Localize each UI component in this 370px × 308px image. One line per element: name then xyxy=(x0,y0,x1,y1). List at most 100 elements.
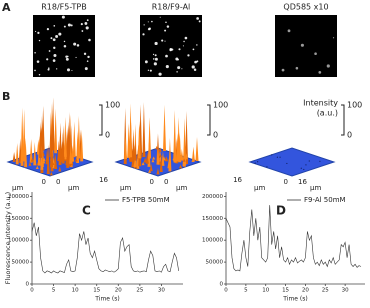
axis-label: 0 xyxy=(42,178,46,186)
scale-label: 100 xyxy=(347,101,362,110)
axes xyxy=(31,192,183,285)
spot xyxy=(48,50,51,52)
peak xyxy=(33,142,37,166)
spot xyxy=(70,24,73,27)
peak xyxy=(143,157,147,163)
spot xyxy=(192,48,195,51)
axis-label: μm xyxy=(12,184,23,192)
peak xyxy=(156,168,160,175)
peak xyxy=(131,155,135,168)
peak xyxy=(74,158,78,162)
speck xyxy=(300,167,302,169)
panel-letter: C xyxy=(82,204,91,218)
axis-label: 0 xyxy=(284,178,288,186)
spot xyxy=(184,36,188,40)
spot xyxy=(63,40,66,43)
scale-label: 100 xyxy=(105,101,120,110)
y-tick-label: 50000 xyxy=(12,260,30,266)
spot xyxy=(154,54,157,57)
spot xyxy=(147,28,151,31)
spot xyxy=(86,60,89,62)
y-tick-label: 0 xyxy=(26,282,30,288)
spot xyxy=(67,23,71,27)
spot xyxy=(161,39,164,42)
spot xyxy=(165,65,169,69)
peak xyxy=(155,145,159,150)
speck xyxy=(276,156,279,158)
spot xyxy=(187,54,190,57)
spot xyxy=(34,52,36,54)
peak xyxy=(45,147,49,165)
speck xyxy=(254,162,256,164)
speck xyxy=(308,160,310,162)
spot xyxy=(55,35,59,38)
peak xyxy=(177,117,181,161)
spot xyxy=(300,43,304,47)
y-tick-label: 100000 xyxy=(8,238,29,244)
image-title: QD585 x10 xyxy=(283,3,328,12)
peak xyxy=(124,134,128,160)
x-axis-label: Time (s) xyxy=(282,296,307,303)
y-tick-label: 0 xyxy=(220,282,224,288)
spot xyxy=(46,27,50,31)
peak xyxy=(137,120,141,159)
speck xyxy=(257,161,259,163)
spot xyxy=(196,17,199,20)
panel-letter: D xyxy=(276,204,286,218)
scale-title: Intensity xyxy=(303,99,338,108)
peak xyxy=(145,152,149,164)
spot xyxy=(295,66,299,70)
peak xyxy=(54,108,58,154)
spot xyxy=(183,40,185,43)
x-tick-label: 10 xyxy=(72,288,79,294)
spot xyxy=(52,38,56,42)
axis-label: 0 xyxy=(150,178,154,186)
x-tick-label: 20 xyxy=(115,288,122,294)
spot xyxy=(63,25,66,28)
spot xyxy=(191,65,195,69)
speck xyxy=(271,154,273,156)
y-tick-label: 150000 xyxy=(202,216,223,222)
x-tick-label: 15 xyxy=(282,288,289,294)
peak xyxy=(167,158,171,169)
x-tick-label: 25 xyxy=(322,288,329,294)
peak xyxy=(158,147,162,152)
peak xyxy=(159,156,163,172)
spot xyxy=(38,74,41,76)
peak xyxy=(149,163,153,172)
trace xyxy=(225,205,362,272)
peak xyxy=(165,157,169,162)
spot xyxy=(144,60,148,64)
spot xyxy=(196,44,198,46)
spot xyxy=(58,32,62,36)
spot xyxy=(83,52,87,56)
y-tick-label: 200000 xyxy=(8,194,29,200)
spot xyxy=(66,55,69,58)
peak xyxy=(61,132,65,161)
panel-letter: A xyxy=(2,1,11,14)
spot xyxy=(198,20,201,23)
spot xyxy=(165,54,168,58)
y-tick-label: 50000 xyxy=(206,260,224,266)
spot xyxy=(281,68,285,72)
x-tick-label: 15 xyxy=(93,288,100,294)
peak xyxy=(133,141,137,161)
scale-label: 0 xyxy=(347,131,352,140)
axis-label: 0 xyxy=(56,178,60,186)
spot xyxy=(182,45,184,47)
peak xyxy=(182,158,186,162)
speck xyxy=(319,160,321,162)
axis-label: 16 xyxy=(0,176,1,184)
x-tick-label: 25 xyxy=(136,288,143,294)
spot xyxy=(46,58,49,61)
peak xyxy=(20,133,24,166)
spot xyxy=(176,71,178,73)
spot xyxy=(149,69,152,72)
spot xyxy=(87,55,90,59)
peak xyxy=(69,142,73,164)
peak xyxy=(35,165,39,169)
peak xyxy=(141,161,145,166)
x-tick-label: 0 xyxy=(30,288,34,294)
spot xyxy=(73,42,77,46)
spot xyxy=(53,46,56,50)
